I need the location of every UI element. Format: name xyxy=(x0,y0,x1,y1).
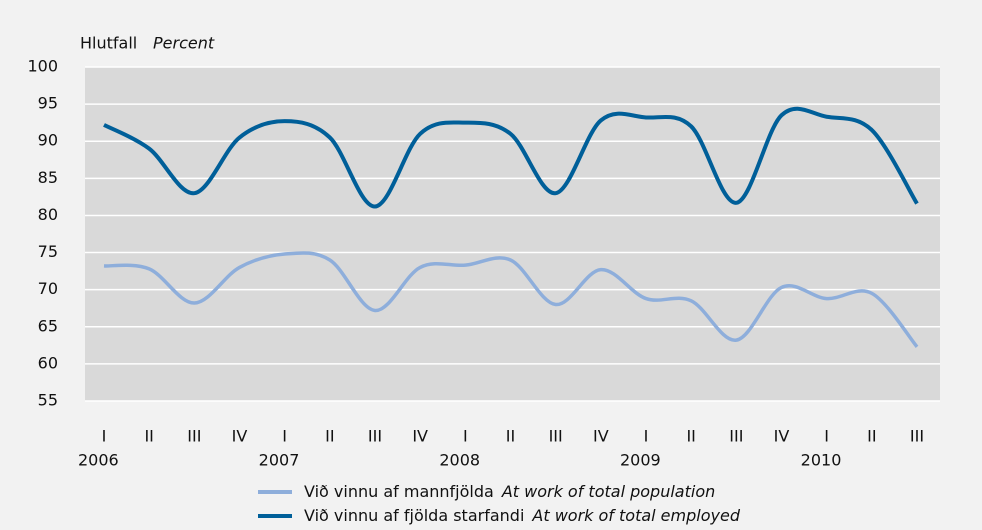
x-tick-label: I xyxy=(102,427,107,446)
y-tick-label: 100 xyxy=(27,57,58,76)
x-tick-label: II xyxy=(325,427,334,446)
year-label: 2007 xyxy=(259,451,300,470)
plot-area xyxy=(85,67,940,401)
y-tick-label: 70 xyxy=(38,279,58,298)
y-tick-label: 60 xyxy=(38,353,58,372)
y-tick-label: 80 xyxy=(38,205,58,224)
x-tick-label: I xyxy=(463,427,468,446)
x-tick-label: IV xyxy=(412,427,428,446)
x-tick-label: IV xyxy=(232,427,248,446)
y-tick-label: 65 xyxy=(38,316,58,335)
x-tick-label: II xyxy=(506,427,515,446)
x-tick-label: III xyxy=(368,427,382,446)
y-tick-label: 90 xyxy=(38,131,58,150)
legend-name-en: At work of total employed xyxy=(531,506,740,525)
year-label: 2008 xyxy=(439,451,480,470)
x-tick-label: IV xyxy=(774,427,790,446)
line-series xyxy=(103,106,919,209)
x-tick-label: II xyxy=(144,427,153,446)
legend-label: Við vinnu af mannfjölda At work of total … xyxy=(304,482,715,501)
year-label: 2009 xyxy=(620,451,661,470)
line-series xyxy=(103,251,919,348)
y-tick-label: 55 xyxy=(38,391,58,410)
y-tick-label: 75 xyxy=(38,242,58,261)
x-tick-label: I xyxy=(824,427,829,446)
x-tick-label: III xyxy=(549,427,563,446)
y-tick-label: 95 xyxy=(38,94,58,113)
x-tick-label: III xyxy=(187,427,201,446)
legend-label: Við vinnu af fjölda starfandi At work of … xyxy=(304,506,741,525)
legend-name: Við vinnu af fjölda starfandi xyxy=(304,506,524,525)
x-tick-label: I xyxy=(282,427,287,446)
x-tick-label: II xyxy=(867,427,876,446)
year-label: 2006 xyxy=(78,451,119,470)
x-tick-label: I xyxy=(644,427,649,446)
y-axis-title-en: Percent xyxy=(153,34,215,53)
y-axis-title: Hlutfall xyxy=(80,34,137,53)
x-tick-label: III xyxy=(910,427,924,446)
year-label: 2010 xyxy=(801,451,842,470)
legend-name-en: At work of total population xyxy=(501,482,715,501)
x-tick-label: II xyxy=(686,427,695,446)
legend-name: Við vinnu af mannfjölda xyxy=(304,482,494,501)
x-tick-label: III xyxy=(729,427,743,446)
y-tick-label: 85 xyxy=(38,168,58,187)
x-tick-label: IV xyxy=(593,427,609,446)
